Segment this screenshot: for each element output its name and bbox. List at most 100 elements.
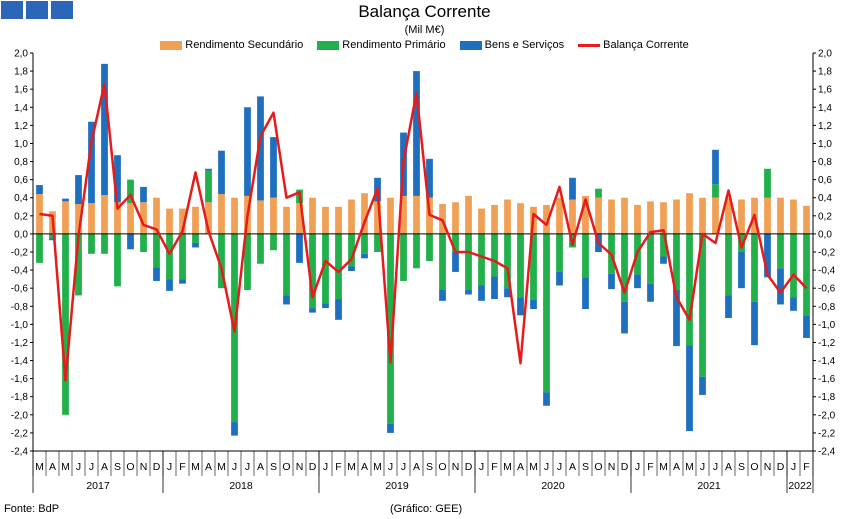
bar-bens — [712, 149, 719, 185]
x-tick-label: O — [282, 461, 290, 473]
bar-bens — [283, 295, 290, 305]
bar-bens — [49, 238, 56, 241]
y-tick-label-left: -1,0 — [11, 320, 29, 331]
bar-primario — [790, 233, 797, 298]
x-tick-label: N — [296, 461, 304, 473]
bar-primario — [504, 233, 511, 289]
bar-primario — [166, 233, 173, 280]
y-tick-label-left: 1,6 — [14, 85, 28, 96]
bar-bens — [738, 252, 745, 289]
bar-bens — [660, 256, 667, 264]
bar-primario — [205, 170, 212, 203]
bar-secundario — [270, 197, 277, 234]
bar-primario — [88, 233, 95, 254]
x-tick-label: J — [544, 461, 549, 473]
bar-primario — [244, 233, 251, 290]
x-tick-label: J — [232, 461, 237, 473]
bar-secundario — [153, 197, 160, 234]
bar-primario — [803, 233, 810, 316]
x-tick-label: J — [635, 461, 640, 473]
bar-primario — [270, 233, 277, 251]
bar-primario — [556, 233, 563, 272]
bar-primario — [257, 233, 264, 264]
y-tick-label-right: -1,2 — [818, 338, 836, 349]
bar-secundario — [283, 206, 290, 234]
y-tick-label-right: 1,2 — [818, 121, 832, 132]
x-tick-label: A — [101, 461, 108, 473]
legend-label: Rendimento Secundário — [185, 39, 304, 51]
bar-primario — [127, 179, 134, 204]
x-tick-label: J — [713, 461, 718, 473]
bar-secundario — [218, 194, 225, 234]
legend-label: Balança Corrente — [603, 39, 689, 51]
legend-swatch — [160, 40, 183, 50]
x-tick-label: M — [529, 461, 538, 473]
bar-primario — [686, 233, 693, 346]
bar-bens — [270, 137, 277, 198]
bar-primario — [426, 233, 433, 262]
bar-primario — [530, 233, 537, 300]
bar-bens — [699, 376, 706, 395]
bar-bens — [751, 301, 758, 346]
bar-secundario — [673, 199, 680, 234]
x-tick-label: D — [153, 461, 161, 473]
bar-secundario — [387, 197, 394, 234]
bar-bens — [790, 297, 797, 311]
x-tick-label: J — [791, 461, 796, 473]
y-tick-label-right: 1,6 — [818, 85, 832, 96]
bar-primario — [387, 233, 394, 424]
bar-primario — [140, 233, 147, 252]
bar-secundario — [101, 195, 108, 234]
bar-primario — [192, 233, 199, 243]
x-tick-label: A — [361, 461, 368, 473]
bar-bens — [231, 422, 238, 436]
bar-secundario — [712, 197, 719, 234]
x-tick-label: A — [257, 461, 264, 473]
bar-secundario — [647, 201, 654, 234]
y-tick-label-left: 1,8 — [14, 67, 28, 78]
bar-secundario — [348, 199, 355, 234]
bar-bens — [296, 233, 303, 263]
x-tick-label: D — [621, 461, 629, 473]
bar-secundario — [322, 206, 329, 234]
y-tick-label-left: -1,6 — [11, 374, 29, 385]
bar-bens — [608, 273, 615, 290]
bar-secundario — [361, 193, 368, 234]
bar-secundario — [374, 201, 381, 234]
y-tick-label-right: -2,0 — [818, 410, 836, 421]
bar-bens — [673, 289, 680, 347]
bar-bens — [530, 299, 537, 309]
bar-bens — [452, 252, 459, 272]
x-tick-label: O — [126, 461, 134, 473]
bar-secundario — [608, 199, 615, 234]
bar-secundario — [335, 206, 342, 234]
x-tick-label: F — [803, 461, 809, 473]
y-tick-label-right: -1,8 — [818, 392, 836, 403]
bar-bens — [179, 279, 186, 284]
bar-secundario — [569, 199, 576, 234]
bar-primario — [517, 233, 524, 298]
bar-bens — [218, 150, 225, 195]
bar-bens — [569, 177, 576, 200]
y-tick-label-right: 0,8 — [818, 157, 832, 168]
bar-bens — [543, 392, 550, 406]
x-tick-label: O — [750, 461, 758, 473]
legend-item-bens: Bens e Serviços — [459, 39, 564, 51]
bar-secundario — [725, 197, 732, 234]
bar-bens — [335, 299, 342, 320]
x-tick-label: M — [35, 461, 44, 473]
x-tick-label: M — [347, 461, 356, 473]
chart-legend: Rendimento Secundário Rendimento Primári… — [0, 39, 849, 51]
x-tick-label: M — [503, 461, 512, 473]
x-tick-label: D — [465, 461, 473, 473]
x-tick-label: F — [179, 461, 185, 473]
x-tick-label: M — [659, 461, 668, 473]
y-tick-label-left: -0,2 — [11, 248, 29, 259]
bar-bens — [322, 303, 329, 309]
bar-secundario — [114, 202, 121, 234]
bar-bens — [634, 274, 641, 289]
bar-secundario — [764, 197, 771, 234]
y-tick-label-left: 0,0 — [14, 229, 28, 240]
bar-secundario — [634, 204, 641, 234]
y-tick-label-left: -0,8 — [11, 302, 29, 313]
